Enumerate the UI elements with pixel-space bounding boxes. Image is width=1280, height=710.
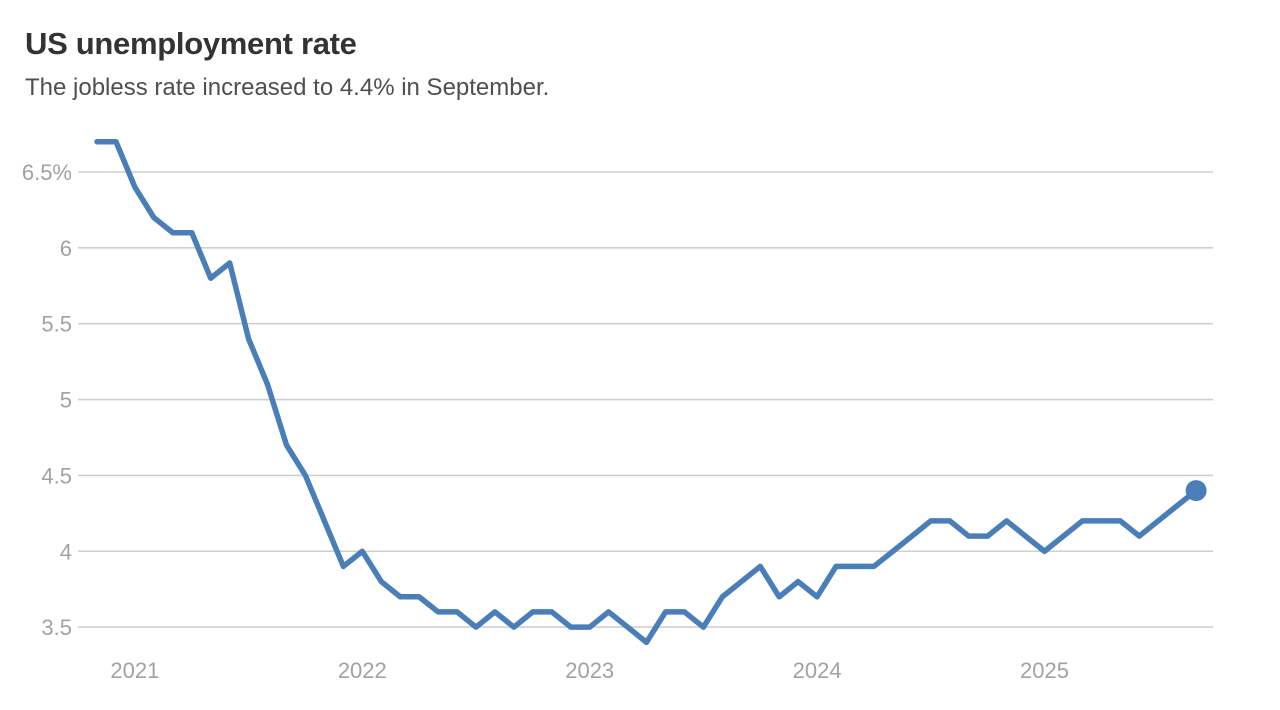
y-axis-tick-label: 6 [60, 236, 72, 261]
x-axis-tick-label: 2021 [110, 658, 159, 683]
y-axis-tick-label: 3.5 [41, 615, 72, 640]
y-axis-tick-label: 6.5% [22, 160, 72, 185]
y-axis-tick-label: 4 [60, 539, 72, 564]
y-axis-tick-label: 5.5 [41, 312, 72, 337]
chart-header: US unemployment rate The jobless rate in… [25, 26, 550, 102]
x-axis-tick-label: 2023 [565, 658, 614, 683]
latest-point-marker [1185, 480, 1207, 502]
y-axis-tick-label: 5 [60, 388, 72, 413]
chart-subtitle: The jobless rate increased to 4.4% in Se… [25, 73, 550, 101]
y-axis-tick-label: 4.5 [41, 463, 72, 488]
x-axis-tick-label: 2025 [1020, 658, 1069, 683]
unemployment-line [94, 138, 1199, 646]
x-axis-tick-label: 2022 [338, 658, 387, 683]
chart-title: US unemployment rate [25, 26, 357, 61]
x-axis-tick-label: 2024 [793, 658, 842, 683]
